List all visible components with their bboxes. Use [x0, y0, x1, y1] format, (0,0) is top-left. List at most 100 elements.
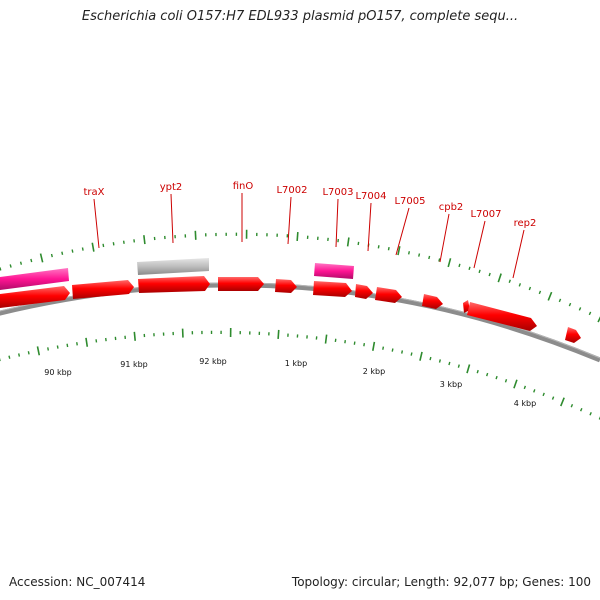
- outer-major-tick: [597, 316, 600, 323]
- leader-L7007: [473, 220, 486, 269]
- leader-L7002: [287, 196, 292, 245]
- scale-label-1kbp: 1 kbp: [285, 359, 307, 368]
- outer-major-tick: [39, 253, 44, 263]
- outer-minor-tick: [528, 286, 532, 291]
- outer-tick-ring: [0, 229, 600, 323]
- outer-minor-tick: [0, 267, 2, 271]
- inner-minor-tick: [579, 407, 583, 412]
- inner-minor-tick: [76, 342, 78, 346]
- gene-arrow-8: [375, 287, 402, 303]
- outer-minor-tick: [81, 247, 84, 251]
- gene-label-ypt2: ypt2: [160, 182, 183, 193]
- outer-minor-tick: [428, 255, 431, 260]
- inner-major-tick: [372, 341, 376, 351]
- map-title: Escherichia coli O157:H7 EDL933 plasmid …: [81, 9, 519, 24]
- outer-major-tick: [497, 273, 502, 283]
- outer-minor-tick: [488, 272, 491, 277]
- feature-ypt2: [137, 258, 209, 275]
- feature-L7003: [314, 263, 354, 279]
- outer-minor-tick: [61, 251, 64, 255]
- inner-minor-tick: [551, 396, 555, 400]
- inner-major-tick: [419, 351, 423, 361]
- inner-minor-tick: [542, 392, 545, 397]
- gene-arrow-5: [275, 279, 297, 293]
- leader-traX: [93, 198, 100, 249]
- outer-minor-tick: [50, 253, 53, 258]
- inner-major-tick: [560, 397, 565, 407]
- inner-major-tick: [513, 379, 518, 389]
- outer-major-tick: [91, 242, 95, 252]
- outer-major-tick: [447, 258, 452, 268]
- inner-minor-tick: [485, 372, 489, 377]
- inner-minor-tick: [570, 403, 574, 408]
- inner-minor-tick: [589, 412, 592, 416]
- outer-minor-tick: [468, 266, 471, 271]
- inner-minor-tick: [56, 345, 59, 349]
- feature-traX: [0, 268, 69, 290]
- inner-major-tick: [277, 329, 280, 340]
- gene-arrow-6: [313, 281, 352, 297]
- scale-label-92kbp: 92 kbp: [199, 357, 227, 366]
- gene-arrow-3: [138, 276, 210, 293]
- inner-minor-tick: [47, 347, 50, 351]
- inner-minor-tick: [410, 352, 413, 356]
- outer-minor-tick: [30, 258, 33, 263]
- outer-minor-tick: [377, 245, 380, 249]
- outer-minor-tick: [19, 261, 23, 265]
- scale-label-4kbp: 4 kbp: [514, 399, 536, 408]
- outer-major-tick: [143, 235, 146, 245]
- outer-major-tick: [346, 237, 350, 247]
- inner-minor-tick: [504, 379, 508, 383]
- inner-minor-tick: [353, 341, 356, 345]
- gene-label-L7004: L7004: [355, 191, 386, 202]
- gene-arrow-12: [565, 327, 581, 343]
- inner-minor-tick: [66, 343, 69, 348]
- outer-minor-tick: [478, 269, 481, 274]
- gene-label-finO: finO: [233, 181, 254, 192]
- inner-minor-tick: [8, 355, 11, 359]
- scale-label-3kbp: 3 kbp: [440, 380, 462, 389]
- inner-major-tick: [466, 364, 471, 374]
- inner-minor-tick: [495, 375, 498, 380]
- gene-label-L7002: L7002: [276, 185, 307, 196]
- inner-minor-tick: [27, 351, 30, 355]
- outer-minor-tick: [71, 249, 74, 253]
- outer-minor-tick: [387, 246, 390, 251]
- outer-minor-tick: [458, 263, 461, 268]
- inner-minor-tick: [382, 346, 385, 350]
- inner-minor-tick: [18, 353, 21, 357]
- outer-major-tick: [397, 246, 401, 256]
- gene-label-rep2: rep2: [514, 218, 537, 229]
- inner-minor-tick: [523, 385, 527, 390]
- inner-tick-ring: [0, 327, 600, 420]
- inner-minor-tick: [533, 389, 536, 393]
- scale-label-91kbp: 91 kbp: [120, 360, 148, 369]
- outer-minor-tick: [568, 302, 572, 307]
- outer-major-tick: [547, 291, 553, 301]
- outer-minor-tick: [418, 253, 421, 257]
- inner-major-tick: [324, 334, 328, 344]
- gene-arrow-1: [0, 286, 70, 308]
- outer-minor-tick: [578, 307, 582, 311]
- gene-arrow-2: [72, 280, 134, 299]
- inner-minor-tick: [363, 343, 366, 347]
- gene-label-cpb2: cpb2: [439, 202, 464, 213]
- outer-major-tick: [296, 231, 299, 242]
- gene-arrow-11: [467, 302, 537, 331]
- outer-minor-tick: [558, 298, 562, 303]
- scale-label-2kbp: 2 kbp: [363, 367, 385, 376]
- gene-label-L7007: L7007: [470, 209, 501, 220]
- accession-text: Accession: NC_007414: [9, 575, 146, 589]
- outer-minor-tick: [407, 251, 411, 255]
- outer-minor-tick: [508, 279, 511, 284]
- outer-minor-tick: [518, 283, 522, 287]
- outer-minor-tick: [588, 311, 592, 316]
- inner-minor-tick: [391, 348, 394, 352]
- inner-minor-tick: [448, 361, 451, 366]
- inner-minor-tick: [429, 356, 432, 361]
- leader-ypt2: [170, 193, 174, 244]
- inner-minor-tick: [401, 350, 404, 354]
- gene-label-L7003: L7003: [322, 187, 353, 198]
- gene-arrow-4: [218, 277, 264, 291]
